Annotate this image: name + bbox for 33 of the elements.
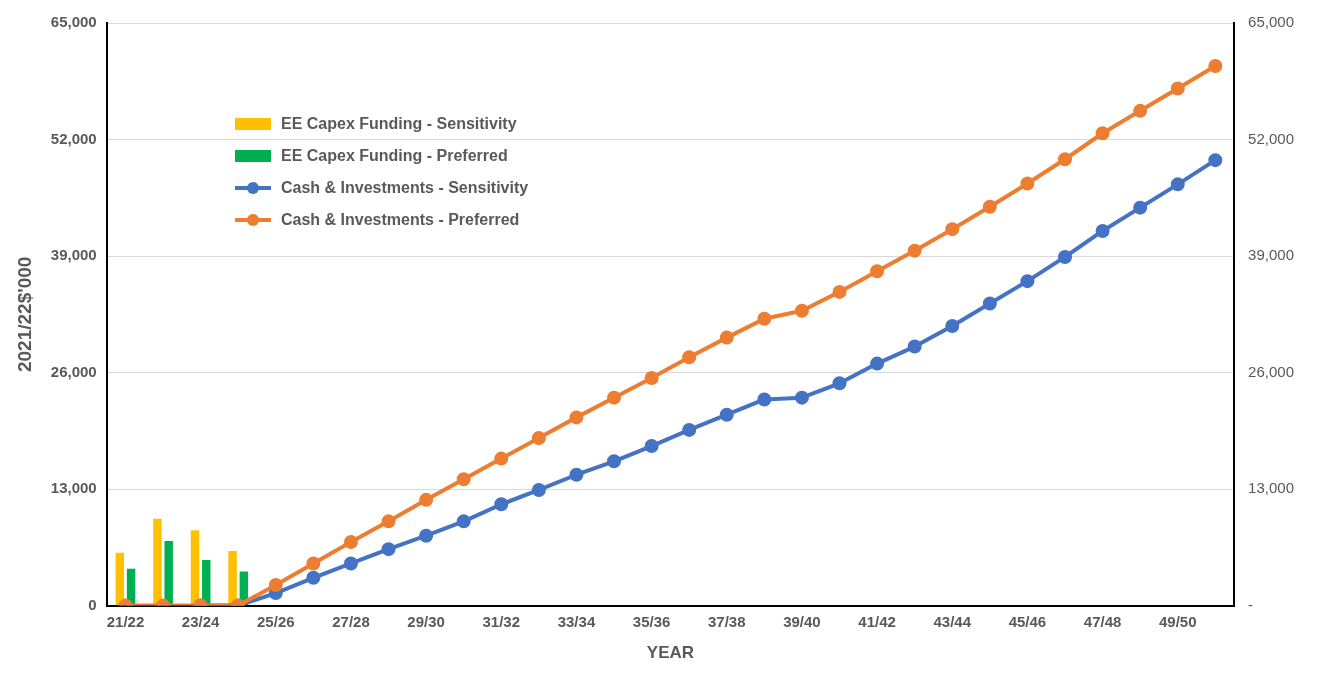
y2-tick-label: 39,000 [1248, 246, 1295, 264]
x-tick-label: 47/48 [1083, 612, 1122, 630]
x-tick-label: 29/30 [407, 612, 445, 630]
y-tick-label: 39,000 [50, 246, 97, 264]
x-tick-label: 39/40 [783, 612, 821, 630]
x-tick-label: 25/26 [257, 612, 295, 630]
x-axis-title: YEAR [646, 643, 695, 663]
x-tick-label: 27/28 [332, 612, 370, 630]
legend-label: EE Capex Funding - Sensitivity [281, 115, 517, 133]
legend-label: Cash & Investments - Sensitivity [281, 179, 529, 197]
y-axis-title: 2021/22$'000 [13, 256, 35, 373]
y-tick-label: 13,000 [50, 479, 97, 497]
x-tick-label: 45/46 [1008, 612, 1047, 630]
x-tick-label: 37/38 [708, 612, 746, 630]
x-tick-label: 23/24 [181, 612, 221, 630]
legend-label: EE Capex Funding - Preferred [281, 147, 508, 165]
x-tick-label: 41/42 [858, 612, 896, 630]
y2-tick-label: 13,000 [1248, 479, 1295, 497]
y-tick-label: 65,000 [50, 13, 97, 31]
y-tick-label: 26,000 [50, 362, 97, 380]
y2-tick-label: 65,000 [1248, 13, 1295, 31]
x-tick-label: 33/34 [557, 612, 596, 630]
x-tick-label: 49/50 [1158, 612, 1197, 630]
y2-tick-label: 26,000 [1248, 362, 1295, 380]
x-tick-label: 35/36 [632, 612, 671, 630]
y2-tick-label: - [1248, 595, 1254, 613]
y2-tick-label: 52,000 [1248, 129, 1295, 147]
legend-label: Cash & Investments - Preferred [281, 211, 520, 229]
x-tick-label: 31/32 [482, 612, 521, 630]
y-tick-label: 0 [88, 595, 97, 613]
x-tick-label: 43/44 [933, 612, 972, 630]
x-tick-label: 21/22 [106, 612, 145, 630]
y-tick-label: 52,000 [50, 129, 97, 147]
